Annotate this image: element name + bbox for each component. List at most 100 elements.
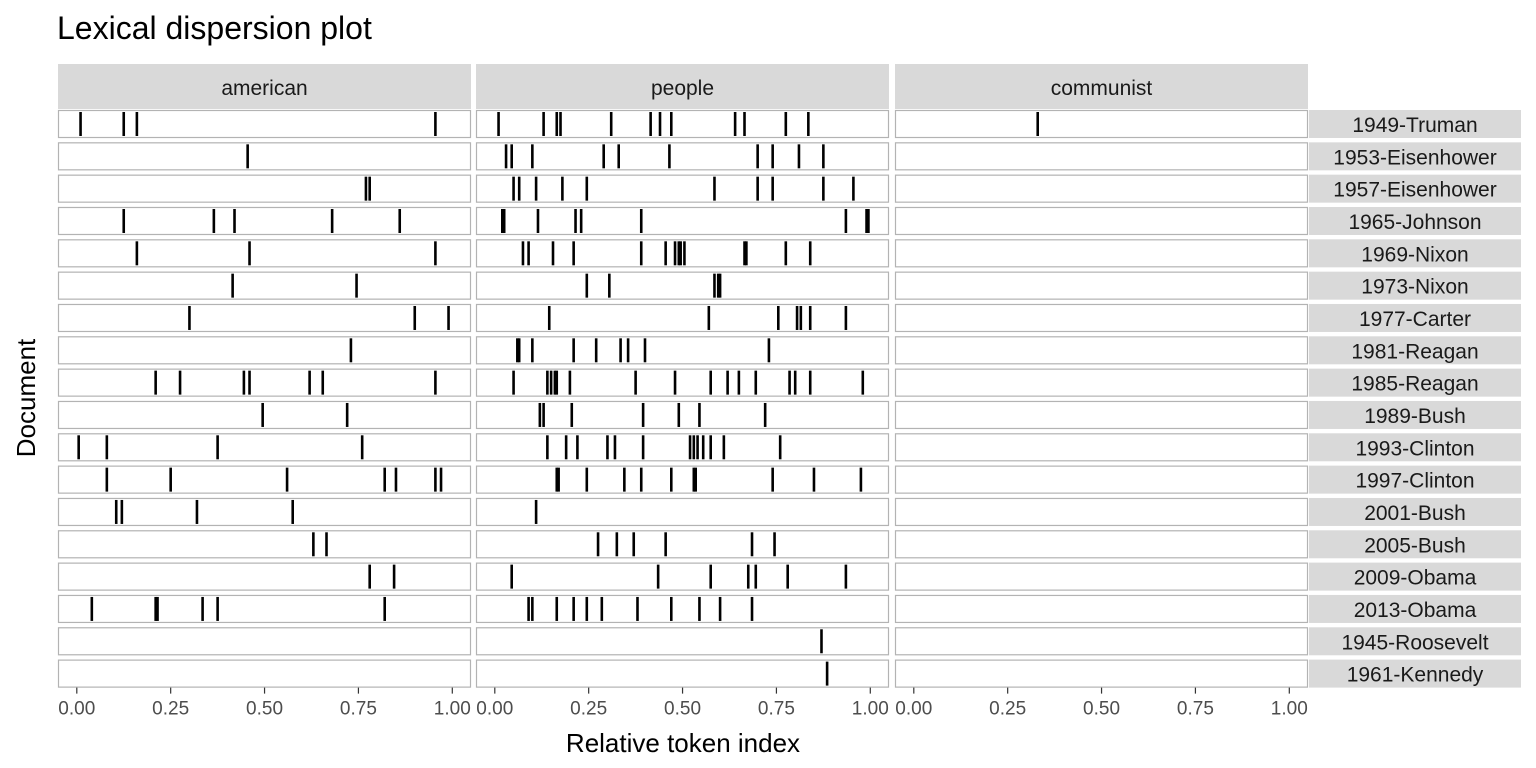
- panel-cell: [475, 465, 890, 494]
- x-tick-label: 0.75: [340, 699, 377, 720]
- panel-cell: [475, 659, 890, 688]
- panel-cell: [894, 659, 1309, 688]
- document-strip: [1309, 530, 1521, 559]
- facet-strip-communist: [895, 64, 1308, 109]
- x-tick-label: 1.00: [1271, 699, 1308, 720]
- panel-cell: [894, 627, 1309, 656]
- panel-cell: [475, 433, 890, 462]
- panel-cell: [894, 594, 1309, 624]
- document-label: 2005-Bush: [1364, 534, 1466, 557]
- document-strip: [1309, 594, 1521, 623]
- document-strip: [1309, 174, 1521, 203]
- panel-cell: [475, 239, 890, 268]
- document-label: 1997-Clinton: [1355, 470, 1474, 493]
- panel-cell: [894, 239, 1309, 268]
- document-strip: [1309, 206, 1521, 235]
- panel-cell: [894, 109, 1309, 139]
- panel-cell: [57, 594, 472, 624]
- x-tick-label: 0.00: [476, 699, 513, 720]
- panel-cell: [57, 174, 472, 203]
- panel-cell: [894, 174, 1309, 203]
- panel-cell: [475, 206, 890, 236]
- panel-cell: [57, 336, 472, 365]
- panel-cell: [475, 627, 890, 656]
- panel-cell: [475, 594, 890, 624]
- document-strip: [1309, 433, 1521, 462]
- document-strip: [1309, 368, 1521, 397]
- document-label: 2013-Obama: [1354, 599, 1477, 622]
- x-tick-label: 0.50: [664, 699, 701, 720]
- document-strip: [1309, 336, 1521, 365]
- panel-cell: [894, 271, 1309, 300]
- document-strip: [1309, 271, 1521, 300]
- panel-cell: [57, 271, 472, 300]
- document-label: 1953-Eisenhower: [1333, 146, 1496, 169]
- document-label: 1945-Roosevelt: [1341, 631, 1488, 654]
- panel-cell: [57, 368, 472, 397]
- panel-cell: [475, 336, 890, 365]
- panel-cell: [475, 400, 890, 430]
- document-label: 1981-Reagan: [1351, 340, 1478, 363]
- panel-cell: [475, 109, 890, 139]
- document-strip: [1309, 239, 1521, 268]
- panel-cell: [894, 142, 1309, 171]
- panel-cell: [894, 465, 1309, 494]
- panel-cell: [894, 368, 1309, 397]
- x-tick-label: 1.00: [434, 699, 471, 720]
- document-label: 1973-Nixon: [1361, 276, 1468, 299]
- document-strip: [1309, 497, 1521, 526]
- facet-label-communist: communist: [1051, 77, 1153, 100]
- plot-area: american people communist 1949-Truman 1953-E…: [57, 64, 1521, 720]
- document-label: 2009-Obama: [1354, 567, 1477, 590]
- panel-cell: [57, 303, 472, 333]
- panel-cell: [894, 497, 1309, 527]
- document-strip: [1309, 659, 1521, 688]
- panel-cell: [475, 497, 890, 527]
- panel-cell: [475, 530, 890, 559]
- x-tick-label: 0.25: [152, 699, 189, 720]
- document-strip: [1309, 465, 1521, 494]
- document-label: 1965-Johnson: [1348, 211, 1481, 234]
- x-tick-label: 0.75: [758, 699, 795, 720]
- chart-title: Lexical dispersion plot: [57, 10, 372, 46]
- x-tick-label: 0.75: [1177, 699, 1214, 720]
- panel-cell: [475, 562, 890, 591]
- document-strip: [1309, 303, 1521, 332]
- document-label: 1977-Carter: [1359, 308, 1471, 331]
- panel-cell: [57, 433, 472, 462]
- x-tick-label: 0.00: [58, 699, 95, 720]
- document-label: 1993-Clinton: [1355, 437, 1474, 460]
- panel-cell: [475, 142, 890, 171]
- document-strip: [1309, 400, 1521, 429]
- x-tick-label: 0.25: [989, 699, 1026, 720]
- facet-label-american: american: [221, 77, 307, 100]
- panel-cell: [894, 206, 1309, 236]
- document-label: 1969-Nixon: [1361, 243, 1468, 266]
- panel-cell: [57, 659, 472, 688]
- x-axis-title: Relative token index: [566, 728, 800, 758]
- x-tick-label: 0.00: [895, 699, 932, 720]
- panel-cell: [57, 465, 472, 494]
- panel-cell: [57, 400, 472, 430]
- x-tick-label: 0.50: [1083, 699, 1120, 720]
- facet-strip-people: [476, 64, 889, 109]
- panel-cell: [894, 303, 1309, 333]
- panel-cell: [475, 271, 890, 300]
- panel-cell: [57, 109, 472, 139]
- document-strip: [1309, 627, 1521, 656]
- x-tick-label: 1.00: [852, 699, 889, 720]
- panel-cell: [475, 303, 890, 333]
- facet-strip-american: [58, 64, 471, 109]
- panel-cell: [57, 530, 472, 559]
- panel-cell: [57, 562, 472, 591]
- document-label: 1957-Eisenhower: [1333, 179, 1496, 202]
- panel-cell: [57, 206, 472, 236]
- document-label: 1985-Reagan: [1351, 373, 1478, 396]
- document-label: 1949-Truman: [1352, 114, 1477, 137]
- y-axis-title: Document: [11, 338, 41, 457]
- document-strip: [1309, 562, 1521, 591]
- facet-label-people: people: [651, 77, 714, 100]
- document-strip: [1309, 142, 1521, 171]
- panel-cell: [475, 368, 890, 397]
- panel-cell: [894, 336, 1309, 365]
